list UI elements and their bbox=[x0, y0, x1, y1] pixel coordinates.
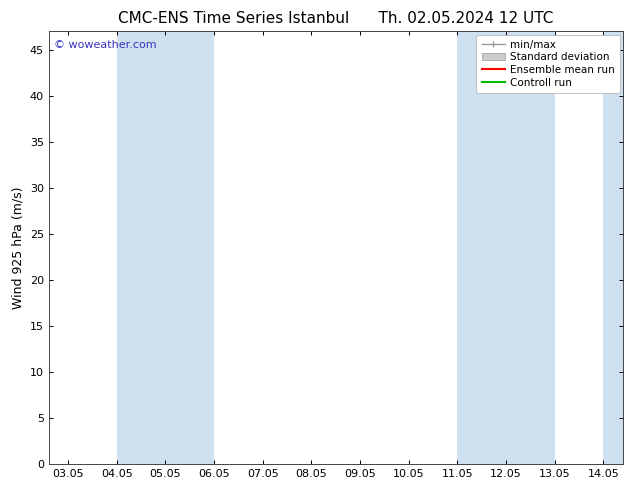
Bar bbox=[604, 31, 634, 464]
Legend: min/max, Standard deviation, Ensemble mean run, Controll run: min/max, Standard deviation, Ensemble me… bbox=[477, 35, 620, 93]
Title: CMC-ENS Time Series Istanbul      Th. 02.05.2024 12 UTC: CMC-ENS Time Series Istanbul Th. 02.05.2… bbox=[118, 11, 553, 26]
Bar bbox=[458, 31, 555, 464]
Bar bbox=[117, 31, 214, 464]
Text: © woweather.com: © woweather.com bbox=[55, 40, 157, 50]
Y-axis label: Wind 925 hPa (m/s): Wind 925 hPa (m/s) bbox=[11, 187, 24, 309]
